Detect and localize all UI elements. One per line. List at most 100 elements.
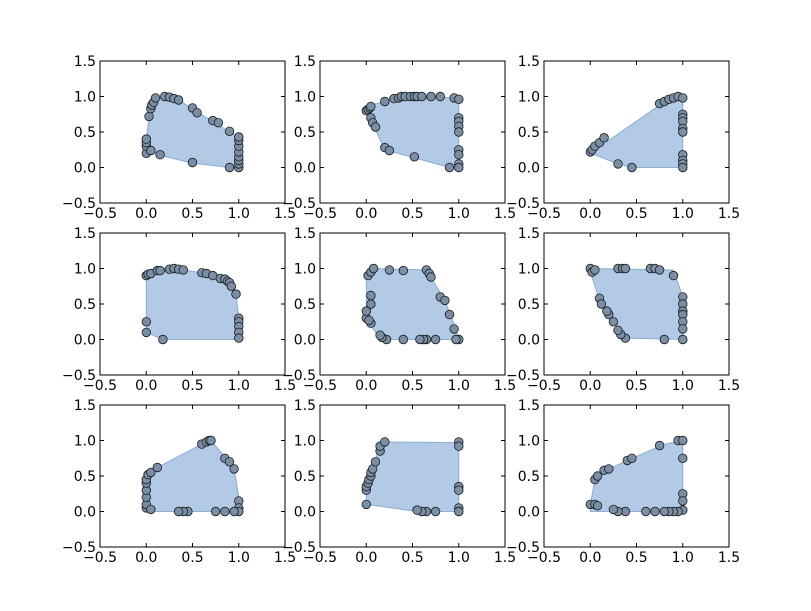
x-tick-label: 1.0 (672, 550, 694, 566)
y-tick-label: −0.5 (282, 368, 316, 384)
scatter-point (454, 485, 464, 495)
subplot-3: −0.5 0.0 0.5 1.0 1.5 −0.5 0.0 0.5 1.0 1.5 (506, 54, 740, 222)
scatter-point (596, 299, 607, 309)
scatter-point (178, 265, 189, 275)
x-tick-label: 1.0 (672, 378, 694, 394)
scatter-point (435, 91, 446, 102)
scatter-point (384, 145, 395, 156)
scatter-point (608, 317, 619, 327)
x-tick-label: −0.5 (527, 206, 561, 222)
x-tick-label: 0.5 (625, 206, 647, 222)
scatter-point (361, 499, 372, 510)
y-tick-label: 1.0 (74, 90, 96, 106)
scatter-point (375, 330, 385, 340)
x-tick-label: 0.5 (181, 206, 203, 222)
scatter-point (220, 506, 230, 517)
scatter-point (368, 263, 379, 274)
scatter-point (613, 159, 623, 169)
scatter-point (440, 295, 450, 306)
y-tick-label: 1.0 (518, 434, 540, 450)
y-tick-label: 1.0 (294, 434, 316, 450)
y-tick-label: 0.5 (294, 125, 316, 141)
scatter-point (210, 506, 221, 517)
scatter-point (668, 270, 679, 281)
x-tick-label: 1.0 (228, 378, 250, 394)
x-tick-label: −0.5 (527, 378, 561, 394)
scatter-point (454, 149, 464, 160)
x-tick-label: 1.5 (718, 550, 740, 566)
scatter-point (678, 435, 688, 446)
scatter-point (608, 504, 619, 515)
scatter-point (141, 327, 152, 338)
y-tick-label: 0.0 (518, 333, 540, 349)
x-tick-label: 1.0 (448, 378, 470, 394)
x-tick-label: 0.5 (181, 378, 203, 394)
scatter-point (590, 265, 600, 275)
y-tick-label: 1.5 (518, 398, 540, 414)
scatter-point (158, 334, 168, 345)
x-tick-label: −0.5 (303, 206, 337, 222)
y-tick-label: 0.5 (74, 469, 96, 485)
y-tick-label: 1.5 (74, 54, 96, 70)
y-tick-label: 0.5 (518, 469, 540, 485)
y-tick-label: 1.0 (294, 90, 316, 106)
scatter-point (426, 91, 436, 102)
y-tick-label: 0.0 (294, 505, 316, 521)
scatter-point (213, 118, 224, 128)
y-tick-label: 0.0 (74, 161, 96, 177)
scatter-point (141, 317, 152, 327)
x-tick-label: 0.5 (625, 550, 647, 566)
x-tick-label: −0.5 (83, 378, 117, 394)
y-tick-label: 0.5 (74, 125, 96, 141)
scatter-point (370, 122, 381, 132)
scatter-point (224, 126, 235, 137)
scatter-point (380, 96, 390, 107)
scatter-point (398, 334, 409, 345)
scatter-point (602, 306, 612, 316)
scatter-point (650, 506, 660, 517)
scatter-point (146, 467, 156, 478)
scatter-point (627, 453, 637, 464)
y-tick-label: 0.5 (294, 297, 316, 313)
scatter-point (451, 334, 461, 345)
y-tick-label: 1.5 (294, 398, 316, 414)
scatter-point (678, 93, 688, 103)
scatter-point (678, 324, 688, 334)
scatter-point (412, 505, 422, 515)
scatter-point (224, 457, 235, 467)
x-tick-label: 1.5 (274, 378, 296, 394)
scatter-point (659, 506, 670, 517)
x-tick-label: −0.5 (83, 206, 117, 222)
y-tick-label: 0.5 (74, 297, 96, 313)
subplot-6: −0.5 0.0 0.5 1.0 1.5 −0.5 0.0 0.5 1.0 1.5 (506, 226, 740, 394)
y-tick-label: −0.5 (62, 540, 96, 556)
x-tick-label: 1.0 (448, 206, 470, 222)
scatter-point (229, 464, 239, 474)
scatter-point (454, 94, 464, 105)
x-tick-label: 0.0 (579, 206, 601, 222)
scatter-point (627, 162, 637, 173)
y-tick-label: −0.5 (62, 368, 96, 384)
scatter-point (141, 134, 152, 144)
y-tick-label: 1.5 (294, 54, 316, 70)
y-tick-label: 1.5 (74, 398, 96, 414)
scatter-point (678, 162, 688, 173)
scatter-point (430, 334, 441, 345)
x-tick-label: 1.0 (228, 206, 250, 222)
y-tick-label: 0.5 (294, 469, 316, 485)
scatter-point (150, 93, 161, 103)
subplot-panels: −0.5 0.0 0.5 1.0 1.5−0.50.00.51.01.5−0.5 0.0 0… (62, 54, 740, 566)
x-tick-label: 1.0 (228, 550, 250, 566)
scatter-point (430, 506, 441, 517)
scatter-point (426, 272, 436, 282)
y-tick-label: 1.5 (74, 226, 96, 242)
x-tick-label: 1.5 (494, 550, 516, 566)
scatter-point (678, 127, 688, 137)
scatter-point (604, 464, 614, 474)
x-tick-label: 0.0 (579, 550, 601, 566)
scatter-point (155, 265, 165, 276)
scatter-point (409, 152, 420, 162)
x-tick-label: 0.5 (401, 206, 423, 222)
x-tick-label: 0.5 (401, 378, 423, 394)
